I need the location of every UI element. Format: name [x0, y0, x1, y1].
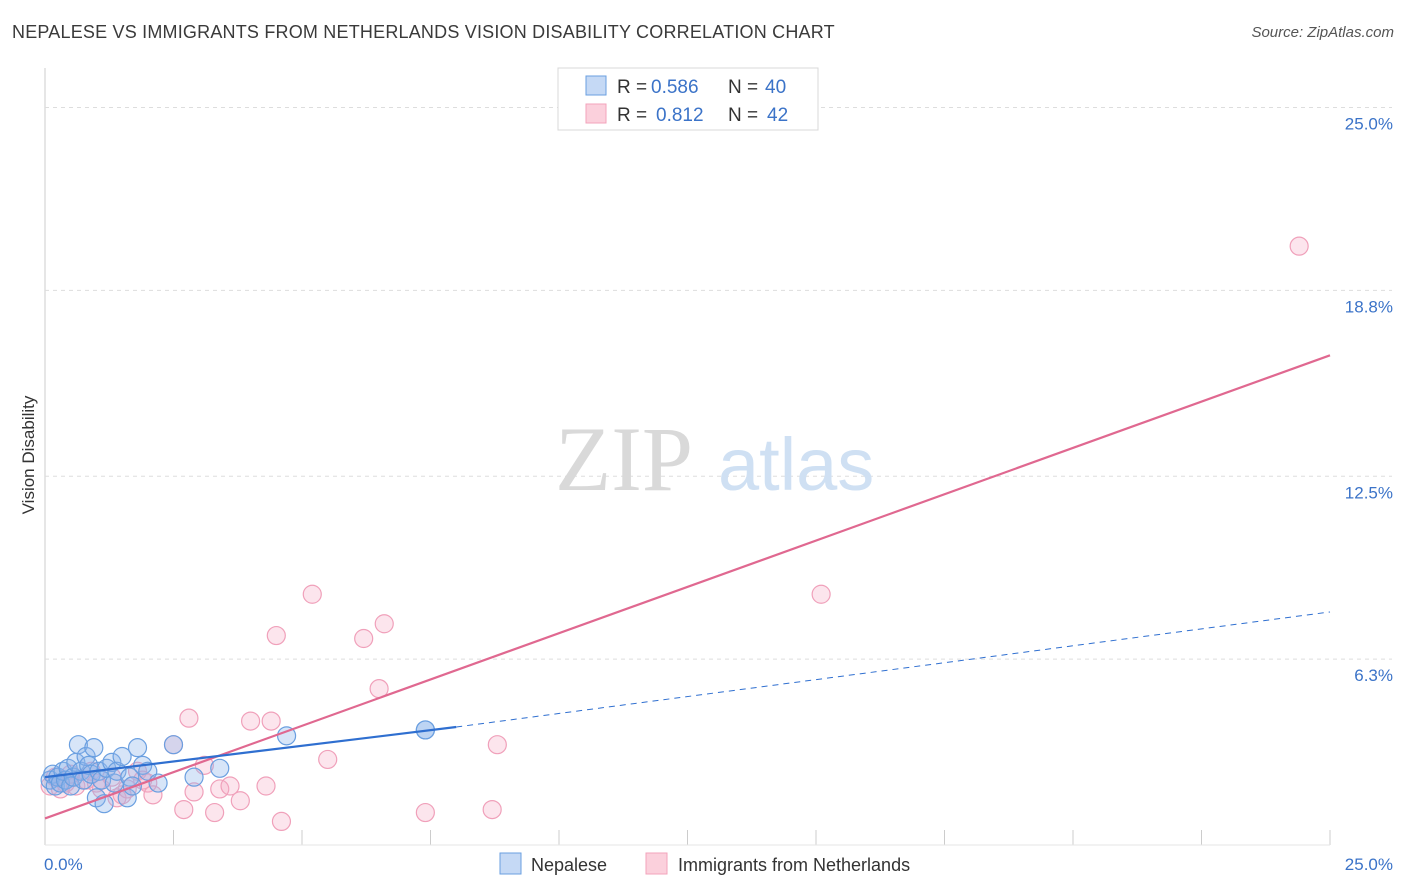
netherlands-point — [205, 802, 225, 823]
nepalese-point — [68, 735, 89, 755]
netherlands-point — [415, 802, 435, 823]
nepalese-point — [112, 746, 132, 767]
bottom-legend-swatch-netherlands — [645, 852, 668, 875]
y-tick-labels: 6.3% 12.5% 18.8% 25.0% — [1345, 115, 1393, 686]
nepalese-point — [210, 758, 230, 778]
netherlands-point — [811, 584, 831, 604]
legend-r-value-2: 0.812 — [656, 105, 704, 126]
netherlands-point — [354, 628, 374, 649]
legend-r-value-1: 0.586 — [651, 77, 699, 98]
netherlands-point — [271, 811, 292, 832]
legend-n-value-2: 42 — [767, 105, 788, 126]
legend-n-label-2: N = — [728, 105, 758, 126]
nepalese-point — [102, 752, 122, 773]
y-tick-label: 6.3% — [1354, 666, 1393, 685]
nepalese-point — [84, 738, 104, 758]
netherlands-point — [184, 782, 204, 802]
netherlands-point — [230, 791, 250, 811]
nepalese-point — [184, 767, 204, 787]
nepalese-trend-line — [44, 725, 457, 779]
watermark-atlas: atlas — [718, 423, 874, 506]
x-tick-max: 25.0% — [1345, 855, 1393, 874]
netherlands-point — [318, 749, 338, 770]
y-tick-label: 25.0% — [1345, 115, 1393, 134]
x-tick-min: 0.0% — [44, 855, 83, 874]
watermark-zip: ZIP — [555, 408, 693, 510]
bottom-legend-label-nepalese: Nepalese — [531, 855, 607, 875]
bottom-legend-swatch-nepalese — [499, 852, 522, 875]
netherlands-point — [256, 776, 276, 796]
netherlands-point — [302, 584, 322, 604]
netherlands-point — [241, 711, 261, 731]
netherlands-point — [374, 614, 394, 634]
data-points — [40, 236, 1309, 832]
netherlands-point — [143, 785, 163, 805]
netherlands-point — [266, 625, 286, 646]
netherlands-point — [174, 799, 194, 820]
y-tick-label: 12.5% — [1345, 483, 1393, 502]
netherlands-point — [1289, 236, 1309, 256]
y-tick-label: 18.8% — [1345, 297, 1393, 316]
y-axis-label: Vision Disability — [19, 395, 38, 514]
chart-source: Source: ZipAtlas.com — [1251, 24, 1394, 41]
x-axis-ticks — [44, 830, 1331, 846]
netherlands-point — [482, 799, 502, 820]
netherlands-point — [179, 708, 199, 728]
chart-title: NEPALESE VS IMMIGRANTS FROM NETHERLANDS … — [12, 22, 835, 42]
legend-r-label-2: R = — [617, 105, 647, 126]
trend-lines — [44, 354, 1331, 820]
netherlands-trend-line — [44, 354, 1331, 820]
netherlands-point — [487, 735, 507, 755]
legend-n-value-1: 40 — [765, 77, 786, 98]
legend: R = 0.586 N = 40 R = 0.812 N = 42 — [557, 67, 819, 131]
bottom-legend-label-netherlands: Immigrants from Netherlands — [678, 855, 910, 875]
netherlands-point — [261, 711, 281, 731]
nepalese-point — [127, 738, 148, 758]
netherlands-point — [220, 776, 240, 796]
legend-n-label-1: N = — [728, 77, 758, 98]
nepalese-trend-extension — [456, 611, 1331, 728]
legend-swatch-nepalese — [585, 75, 607, 96]
legend-swatch-netherlands — [585, 103, 607, 124]
bottom-legend: Nepalese Immigrants from Netherlands — [499, 852, 910, 875]
legend-r-label-1: R = — [617, 77, 647, 98]
nepalese-point — [163, 735, 184, 755]
nepalese-point — [276, 726, 297, 746]
